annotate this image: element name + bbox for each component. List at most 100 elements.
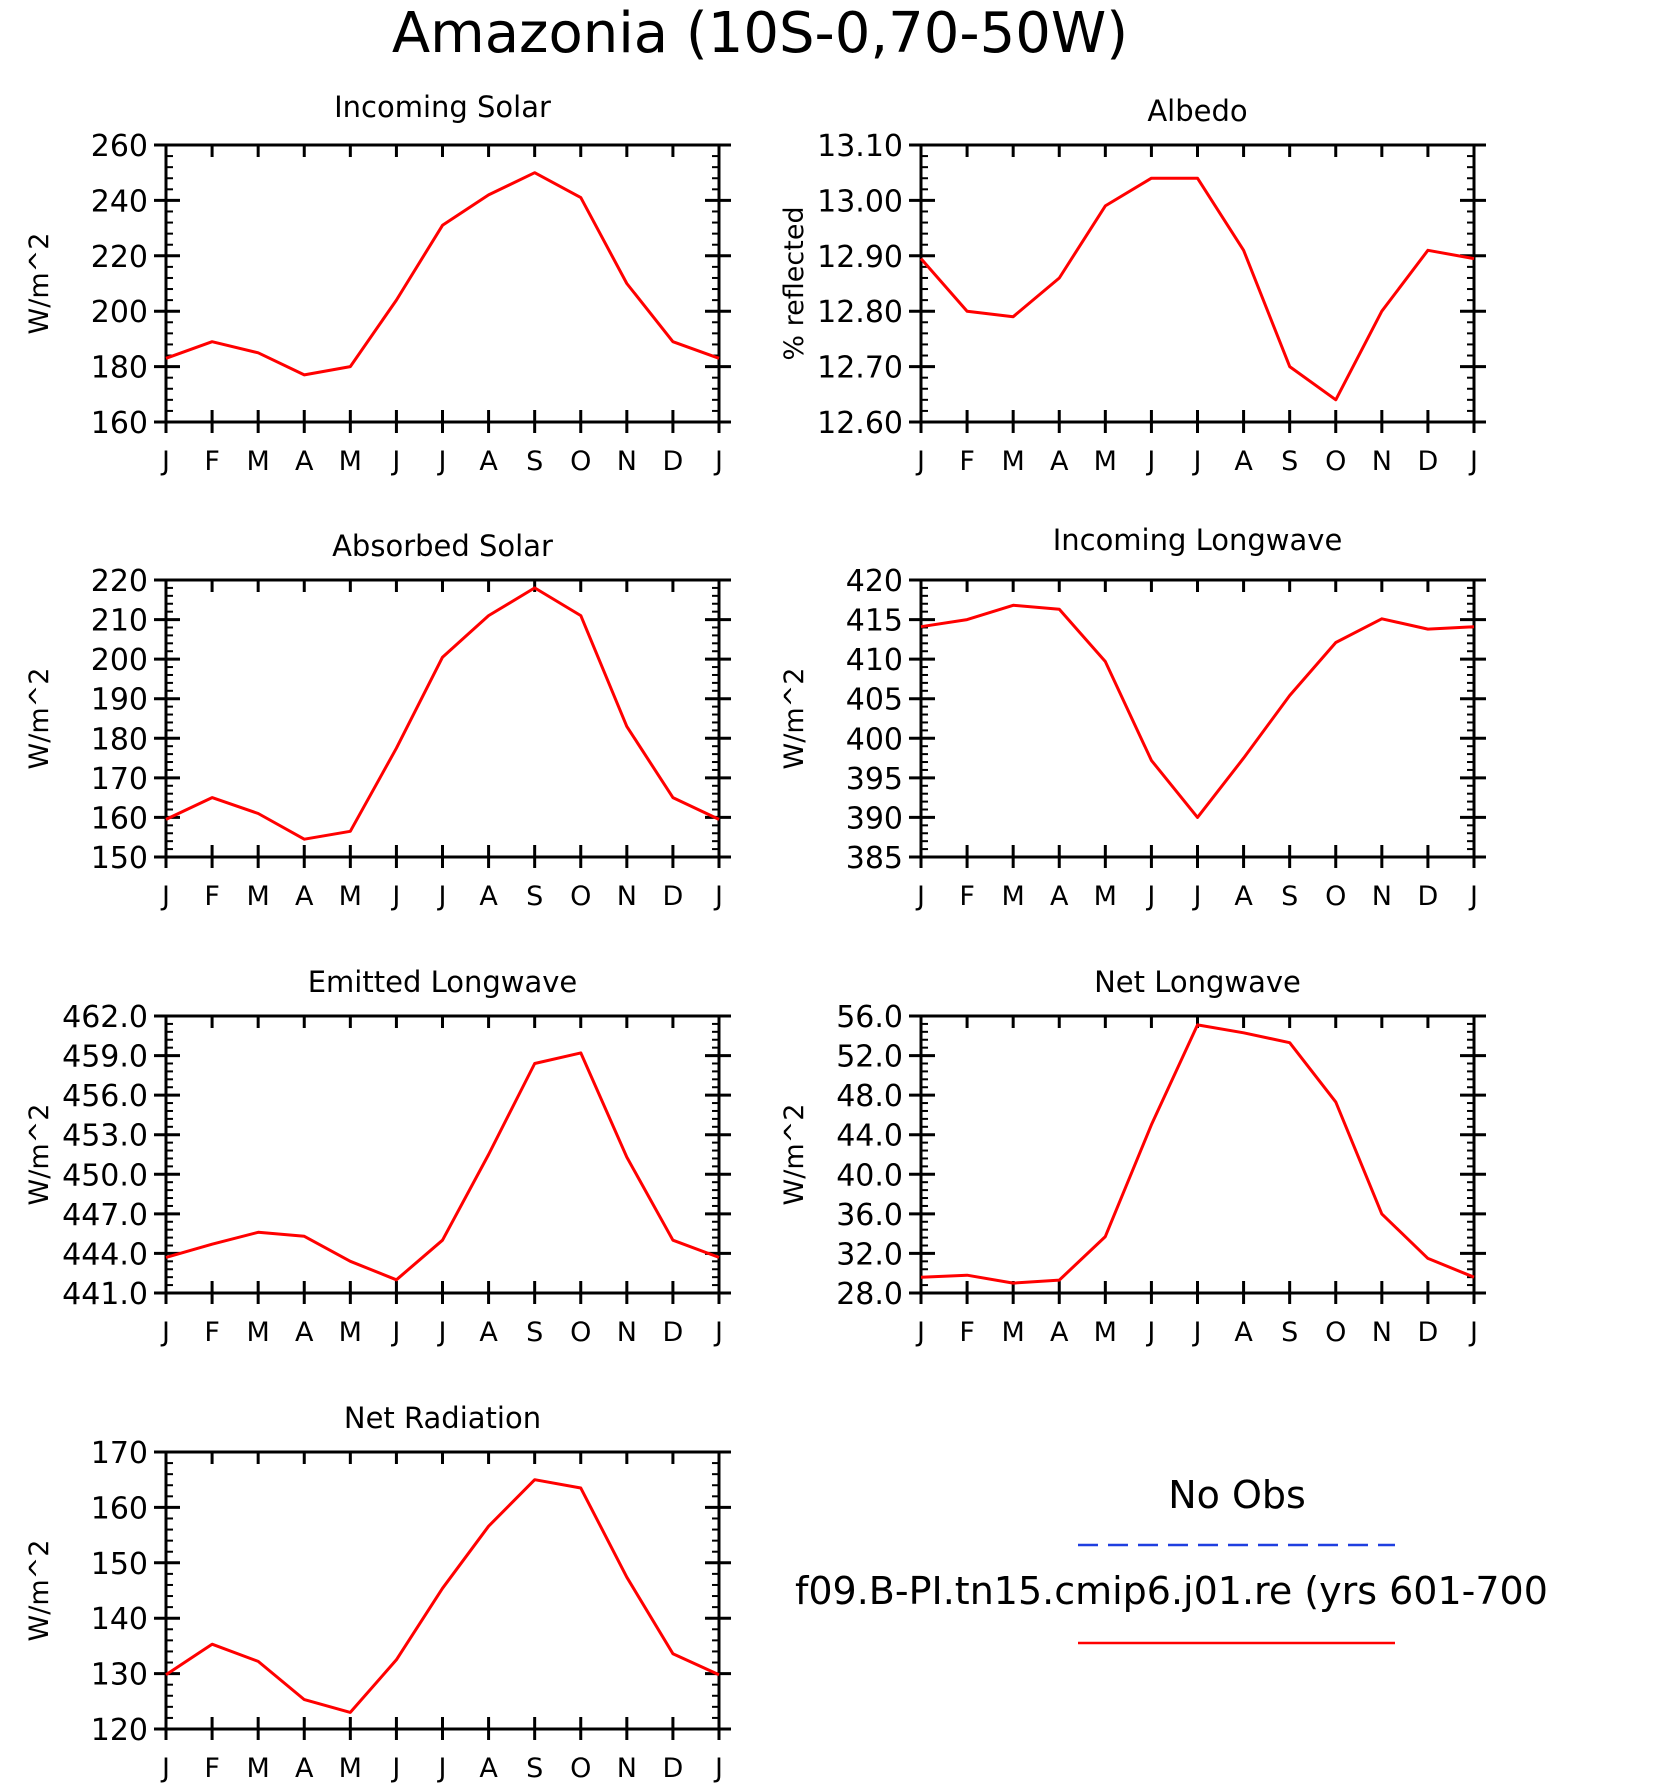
x-tick-label: S	[1281, 881, 1298, 912]
x-tick-label: M	[1094, 881, 1117, 912]
x-tick-label: J	[1145, 1317, 1155, 1348]
panel-title: Albedo	[1147, 94, 1247, 128]
x-tick-label: N	[617, 1317, 637, 1348]
x-tick-label: N	[1372, 1317, 1392, 1348]
x-tick-label: M	[1002, 446, 1025, 477]
x-tick-label: J	[437, 881, 447, 912]
x-tick-label: J	[713, 1753, 723, 1783]
x-tick-label: A	[1234, 1317, 1253, 1348]
y-tick-label: 12.70	[817, 351, 903, 386]
panel-title: Incoming Longwave	[1053, 523, 1343, 557]
x-tick-label: A	[1050, 1317, 1069, 1348]
x-tick-label: O	[570, 446, 591, 477]
x-tick-label: M	[339, 1317, 362, 1348]
y-tick-label: 44.0	[836, 1119, 903, 1154]
y-tick-label: 12.80	[817, 295, 903, 330]
y-tick-label: 456.0	[62, 1079, 148, 1114]
figure-title: Amazonia (10S-0,70-50W)	[392, 1, 1128, 66]
y-tick-label: 36.0	[836, 1198, 903, 1233]
x-tick-label: J	[1192, 881, 1202, 912]
y-tick-label: 130	[91, 1658, 148, 1693]
x-tick-label: N	[1372, 446, 1392, 477]
y-tick-label: 160	[91, 1491, 148, 1526]
x-tick-label: N	[1372, 881, 1392, 912]
y-tick-label: 150	[91, 841, 148, 876]
legend-obs-label: No Obs	[1168, 1473, 1306, 1517]
y-tick-label: 220	[91, 240, 148, 275]
x-tick-label: J	[160, 446, 170, 477]
x-tick-label: O	[570, 881, 591, 912]
x-tick-label: D	[663, 1317, 684, 1348]
x-tick-label: J	[160, 881, 170, 912]
y-tick-label: 405	[846, 683, 903, 718]
y-tick-label: 52.0	[836, 1040, 903, 1075]
x-tick-label: M	[1002, 1317, 1025, 1348]
legend: No Obs f09.B-PI.tn15.cmip6.j01.re (yrs 6…	[795, 1473, 1548, 1645]
y-tick-label: 12.60	[817, 406, 903, 441]
y-tick-label: 170	[91, 762, 148, 797]
y-tick-label: 444.0	[62, 1237, 148, 1272]
panel-title: Incoming Solar	[334, 90, 551, 124]
x-tick-label: A	[1050, 881, 1069, 912]
x-tick-label: J	[1145, 446, 1155, 477]
y-tick-label: 260	[91, 129, 148, 164]
y-tick-label: 180	[91, 722, 148, 757]
series-line	[920, 603, 1475, 819]
y-tick-label: 190	[91, 683, 148, 718]
x-tick-label: O	[1325, 446, 1346, 477]
x-tick-label: O	[1325, 1317, 1346, 1348]
x-tick-label: M	[339, 1753, 362, 1783]
x-tick-label: A	[295, 1753, 314, 1783]
x-tick-label: A	[1234, 881, 1253, 912]
x-tick-label: J	[713, 1317, 723, 1348]
x-tick-label: F	[204, 881, 220, 912]
x-tick-label: J	[1145, 881, 1155, 912]
x-tick-label: J	[160, 1753, 170, 1783]
y-tick-label: 140	[91, 1602, 148, 1637]
y-tick-label: 40.0	[836, 1158, 903, 1193]
x-tick-label: A	[295, 446, 314, 477]
x-tick-label: A	[1050, 446, 1069, 477]
x-tick-label: N	[617, 881, 637, 912]
y-tick-label: 385	[846, 841, 903, 876]
x-tick-label: A	[479, 446, 498, 477]
x-tick-label: M	[1094, 446, 1117, 477]
plot-frame	[919, 1014, 1476, 1295]
x-tick-label: J	[1468, 1317, 1478, 1348]
y-tick-label: 56.0	[836, 1000, 903, 1035]
x-tick-label: A	[479, 1753, 498, 1783]
y-tick-label: 441.0	[62, 1277, 148, 1312]
y-tick-label: 200	[91, 643, 148, 678]
y-tick-label: 210	[91, 604, 148, 639]
y-axis-label: W/m^2	[779, 1104, 810, 1206]
panel-title: Absorbed Solar	[332, 529, 553, 563]
x-tick-label: M	[1094, 1317, 1117, 1348]
x-tick-label: D	[663, 1753, 684, 1783]
x-tick-label: J	[713, 446, 723, 477]
y-axis-label: W/m^2	[24, 1540, 55, 1642]
x-tick-label: S	[526, 881, 543, 912]
series-line	[920, 1023, 1475, 1285]
x-tick-label: M	[247, 1317, 270, 1348]
y-tick-label: 13.00	[817, 184, 903, 219]
x-tick-label: M	[339, 881, 362, 912]
y-tick-label: 450.0	[62, 1158, 148, 1193]
x-tick-label: D	[663, 446, 684, 477]
y-tick-label: 400	[846, 722, 903, 757]
plot-frame	[919, 143, 1476, 424]
plot-frame	[164, 143, 721, 424]
y-tick-label: 28.0	[836, 1277, 903, 1312]
x-tick-label: A	[295, 1317, 314, 1348]
y-axis-label: W/m^2	[779, 668, 810, 770]
x-tick-label: J	[437, 446, 447, 477]
plot-frame	[164, 578, 721, 859]
x-tick-label: J	[390, 446, 400, 477]
y-tick-label: 180	[91, 351, 148, 386]
x-tick-label: J	[390, 1753, 400, 1783]
x-tick-label: F	[959, 881, 975, 912]
series-line	[919, 176, 1475, 402]
y-axis-label: W/m^2	[24, 1104, 55, 1206]
